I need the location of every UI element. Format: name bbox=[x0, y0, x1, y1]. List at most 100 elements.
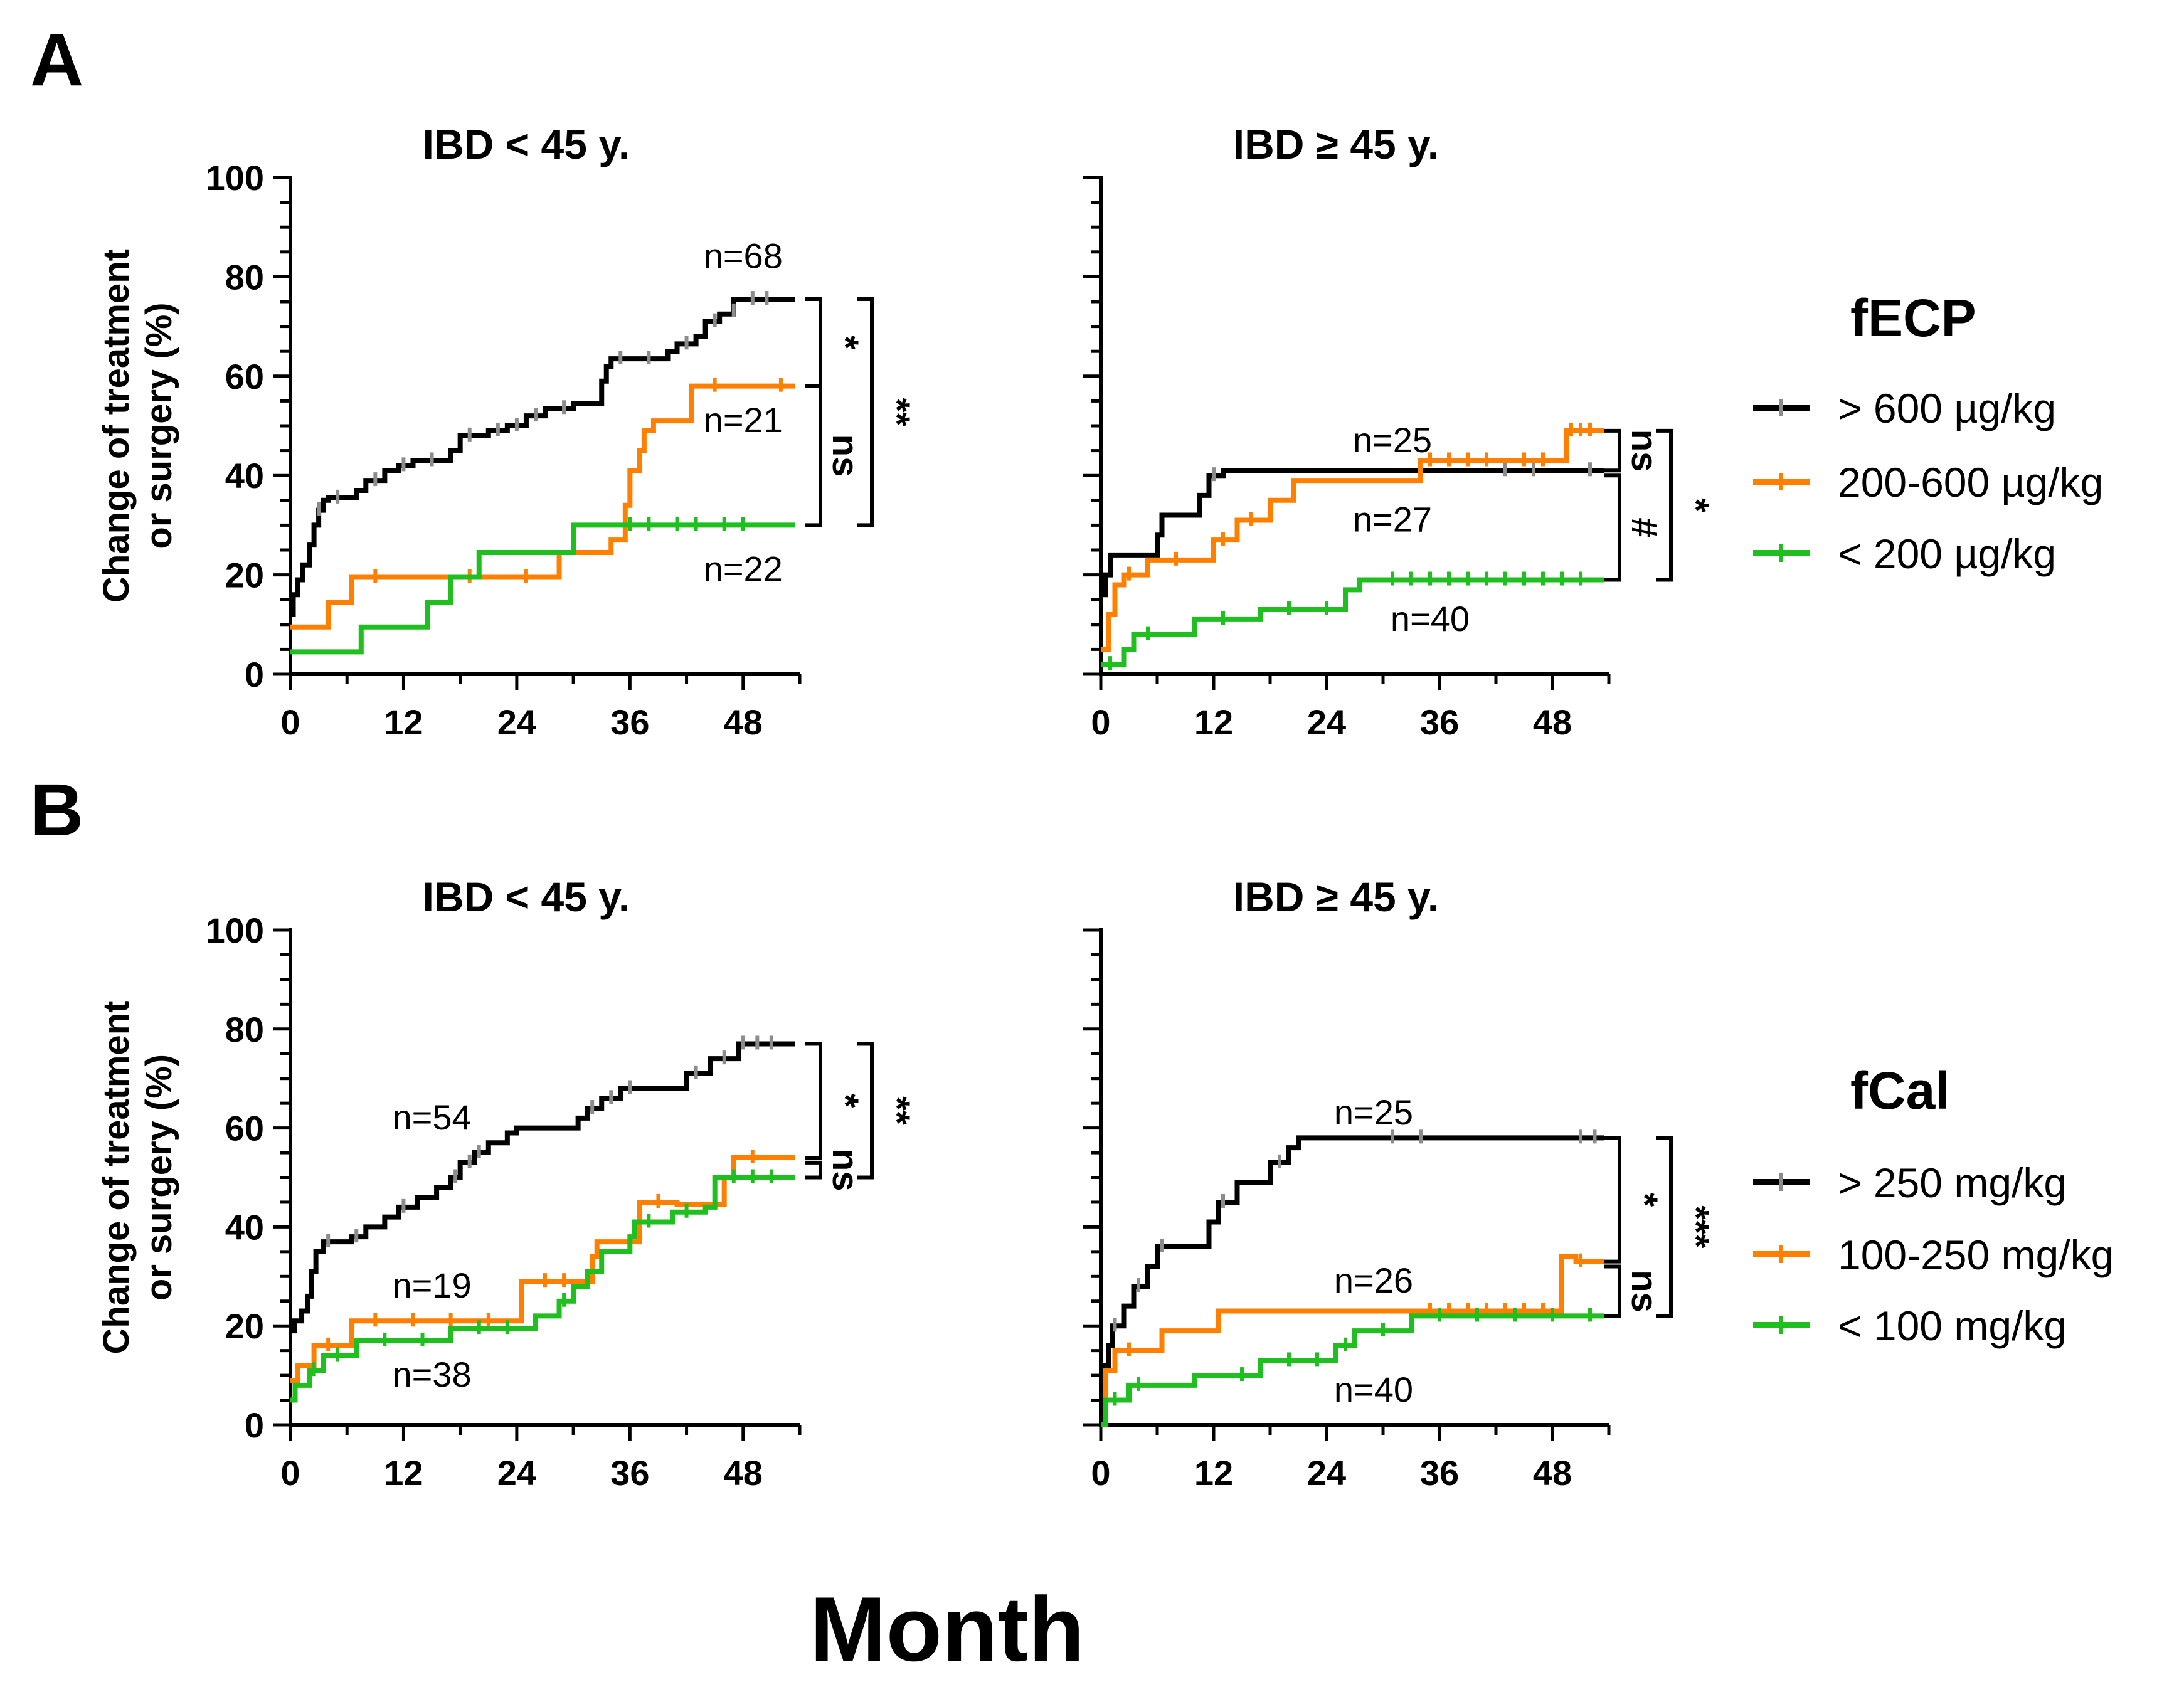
x-tick-label: 48 bbox=[1533, 1453, 1572, 1493]
x-tick-label: 24 bbox=[497, 702, 536, 742]
y-tick-label: 100 bbox=[206, 911, 264, 950]
legend-a-label-3: < 200 µg/kg bbox=[1838, 531, 2056, 577]
legend-b-label-2: 100-250 mg/kg bbox=[1838, 1232, 2114, 1278]
y-tick-label: 40 bbox=[225, 1207, 264, 1247]
series-line bbox=[290, 1041, 795, 1334]
figure-x-axis-label: Month bbox=[810, 1578, 1084, 1680]
chart-title: IBD ≥ 45 y. bbox=[1233, 874, 1439, 920]
legend-a-label-1: > 600 µg/kg bbox=[1838, 385, 2056, 431]
y-axis-label-line1: Change of treatment bbox=[96, 249, 137, 603]
y-tick-label: 40 bbox=[225, 456, 264, 495]
significance-bracket bbox=[1656, 1136, 1673, 1318]
significance-bracket bbox=[1656, 428, 1673, 582]
x-tick-label: 0 bbox=[1091, 702, 1110, 742]
series-line bbox=[1101, 468, 1604, 598]
significance-label: ** bbox=[876, 1096, 917, 1125]
significance-label: * bbox=[825, 1094, 866, 1108]
legend-a: fECP > 600 µg/kg 200-600 µg/kg < 200 µg/… bbox=[1753, 288, 2103, 577]
x-tick-label: 36 bbox=[610, 1453, 649, 1493]
chart-a-right: IBD ≥ 45 y. 0 12 24 36 48 n=25 n=27 n=40 ns # * bbox=[1083, 121, 1716, 742]
y-tick-label: 20 bbox=[225, 1306, 264, 1346]
significance-bracket bbox=[805, 1160, 822, 1180]
chart-b-left: IBD < 45 y. 0 20 40 60 80 100 Change of treatme… bbox=[96, 874, 917, 1493]
x-tick-label: 48 bbox=[1533, 702, 1572, 742]
x-tick-label: 12 bbox=[384, 702, 423, 742]
significance-bracket bbox=[805, 1042, 822, 1160]
chart-b-right: IBD ≥ 45 y. 0 12 24 36 48 n=25 n=26 n=40 * ns*** bbox=[1083, 874, 1716, 1493]
x-tick-label: 48 bbox=[724, 702, 763, 742]
y-tick-label: 80 bbox=[225, 1010, 264, 1049]
significance-label: * bbox=[1675, 498, 1716, 512]
n-label: n=27 bbox=[1353, 499, 1432, 539]
n-label: n=21 bbox=[704, 400, 783, 440]
significance-label: * bbox=[825, 336, 866, 350]
x-tick-label: 36 bbox=[1420, 1453, 1459, 1493]
n-label: n=68 bbox=[704, 236, 783, 276]
x-tick-label: 12 bbox=[1194, 1453, 1233, 1493]
n-label: n=25 bbox=[1334, 1092, 1413, 1132]
significance-label: * bbox=[1624, 1193, 1665, 1207]
significance-bracket bbox=[1604, 428, 1621, 473]
legend-a-item-2: 200-600 µg/kg bbox=[1753, 459, 2103, 505]
y-tick-label: 20 bbox=[225, 556, 264, 595]
section-letter-a: A bbox=[30, 19, 83, 102]
y-tick-label: 0 bbox=[245, 655, 264, 694]
significance-label: ** bbox=[876, 398, 917, 427]
x-tick-label: 24 bbox=[1307, 1453, 1346, 1493]
y-tick-label: 0 bbox=[245, 1405, 264, 1445]
significance-label: # bbox=[1624, 517, 1665, 537]
y-tick-label: 60 bbox=[225, 1109, 264, 1148]
y-axis-label-line2: or surgery (%) bbox=[139, 1054, 179, 1301]
legend-a-title: fECP bbox=[1850, 288, 1976, 347]
legend-b: fCal > 250 mg/kg 100-250 mg/kg < 100 mg/… bbox=[1753, 1061, 2114, 1349]
series-line bbox=[290, 1155, 795, 1383]
n-label: n=19 bbox=[392, 1266, 471, 1305]
n-label: n=22 bbox=[704, 549, 783, 589]
n-label: n=40 bbox=[1334, 1370, 1413, 1409]
series-line bbox=[1101, 1254, 1604, 1427]
significance-label: ns bbox=[825, 1149, 866, 1192]
section-letter-b: B bbox=[30, 769, 83, 852]
y-tick-label: 60 bbox=[225, 357, 264, 396]
y-tick-label: 80 bbox=[225, 257, 264, 297]
significance-label: ns bbox=[1624, 1270, 1665, 1313]
significance-bracket bbox=[1604, 473, 1621, 582]
x-tick-label: 48 bbox=[724, 1453, 763, 1493]
significance-label: ns bbox=[825, 435, 866, 477]
significance-label: ns bbox=[1624, 430, 1665, 472]
series-line bbox=[290, 1175, 795, 1403]
legend-b-label-3: < 100 mg/kg bbox=[1838, 1303, 2067, 1349]
significance-bracket bbox=[857, 1042, 874, 1180]
chart-title: IBD < 45 y. bbox=[423, 121, 630, 167]
legend-b-title: fCal bbox=[1850, 1061, 1950, 1120]
x-tick-label: 12 bbox=[384, 1453, 423, 1493]
chart-title: IBD ≥ 45 y. bbox=[1233, 121, 1439, 167]
x-tick-label: 24 bbox=[497, 1453, 536, 1493]
n-label: n=26 bbox=[1334, 1261, 1413, 1300]
significance-bracket bbox=[805, 384, 822, 527]
legend-a-item-1: > 600 µg/kg bbox=[1753, 385, 2056, 431]
legend-b-item-1: > 250 mg/kg bbox=[1753, 1160, 2067, 1206]
legend-a-label-2: 200-600 µg/kg bbox=[1838, 459, 2103, 505]
n-label: n=54 bbox=[392, 1097, 471, 1137]
x-tick-label: 0 bbox=[280, 1453, 300, 1493]
n-label: n=38 bbox=[392, 1355, 471, 1394]
legend-a-item-3: < 200 µg/kg bbox=[1753, 531, 2056, 577]
series-line bbox=[1101, 428, 1604, 652]
x-tick-label: 0 bbox=[280, 702, 300, 742]
significance-bracket bbox=[805, 297, 822, 388]
legend-b-item-3: < 100 mg/kg bbox=[1753, 1303, 2067, 1349]
significance-label: *** bbox=[1675, 1206, 1716, 1249]
n-label: n=40 bbox=[1391, 599, 1470, 638]
y-axis-label-line2: or surgery (%) bbox=[139, 302, 179, 549]
significance-bracket bbox=[857, 297, 874, 527]
x-tick-label: 36 bbox=[1420, 702, 1459, 742]
legend-b-label-1: > 250 mg/kg bbox=[1838, 1160, 2067, 1206]
x-tick-label: 0 bbox=[1091, 1453, 1110, 1493]
series-line bbox=[290, 522, 795, 655]
significance-bracket bbox=[1604, 1136, 1621, 1264]
series-line bbox=[290, 383, 795, 630]
n-label: n=25 bbox=[1353, 420, 1432, 460]
legend-b-item-2: 100-250 mg/kg bbox=[1753, 1232, 2114, 1278]
